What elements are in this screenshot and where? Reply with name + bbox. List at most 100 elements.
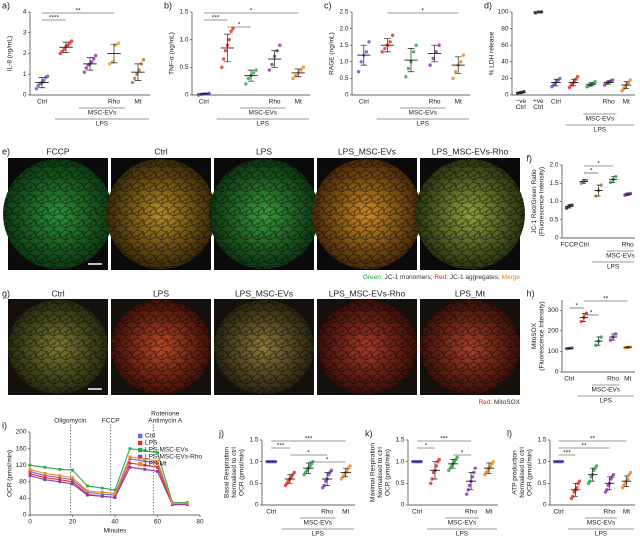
data-point [455,455,459,460]
group-label: LPS [594,127,607,134]
significance-label: *** [212,15,220,22]
y-axis-label: MitoSOX [531,322,538,349]
error-bar [588,82,594,87]
data-point [244,82,248,86]
y-tick-label: 1.0 [249,458,258,465]
y-tick-label: 1.5 [339,42,348,49]
error-bar [38,77,46,89]
y-tick-label: 1.5 [179,9,188,16]
significance-label: * [238,22,241,29]
x-tick-label: 20 [69,519,77,526]
group-label: MSC-EVs [304,520,333,527]
legend-label: LPS-MSC-EVs [145,447,189,454]
legend-label: Ctrl [145,433,156,440]
annotation-label: FCCP [102,418,120,425]
data-point [428,63,432,67]
y-tick-label: 80 [501,25,509,32]
data-point [254,68,258,72]
x-tick-label: Ctrl [266,509,277,516]
error-bar [625,192,630,196]
data-point [223,49,228,53]
series-marker [156,459,159,463]
series-marker [128,461,132,465]
y-tick-label: 60 [501,42,509,49]
series-line [29,458,188,506]
y-axis-label: OCR (pmol/min) [527,449,534,496]
caption-part: MitoSOX [492,399,520,406]
series-marker [28,467,32,471]
error-bar [224,33,231,63]
y-axis-label: Maximal Respiration [370,443,377,502]
y-tick-label: 1.0 [549,198,558,205]
data-point [473,466,477,470]
group-label: LPS [312,531,325,538]
data-point [133,76,137,81]
legend-label: LPS-MSC-EVs-Rho [145,454,202,461]
group-label: MSC-EVs [88,110,117,117]
data-point [82,70,87,74]
data-point [406,66,411,71]
data-point [116,41,121,45]
significance-label: * [307,450,310,457]
data-point [45,74,50,79]
image-label: LPS_MSC-EVs-Rho [432,146,509,156]
error-bar [200,92,208,95]
caption-part: Merge [502,274,521,281]
x-tick-label: FCCP [560,242,578,249]
data-point [594,464,599,468]
data-point [429,481,433,486]
data-point [411,50,416,54]
image-label: Ctrl [51,288,64,298]
data-point [359,60,363,64]
image-label: Ctrl [154,146,167,156]
panel-label: h) [527,288,535,298]
significance-label: *** [563,450,571,457]
group-label: MSC-EVs [606,253,635,260]
x-tick-label: Rho [622,242,634,249]
error-bar [454,56,462,74]
data-point [620,89,624,93]
y-tick-label: 0.5 [179,64,188,71]
image-caption: Red: MitoSOX [478,399,520,406]
data-point [141,58,146,62]
data-point [628,191,633,196]
legend-label: LPS [145,440,158,447]
error-bar [573,482,578,497]
data-point [34,87,39,91]
panel-label: k) [365,428,373,438]
y-tick-label: 1.5 [395,437,404,444]
tissue-texture [415,159,525,269]
x-tick-label: Rho [108,99,120,106]
tissue-texture [209,159,319,269]
x-tick-label: Mt [623,99,630,106]
legend-label: LPS-Mt [145,461,167,468]
error-bar [324,472,330,486]
series-marker [43,478,47,482]
error-bar [62,41,70,53]
series-marker [156,451,159,455]
significance-label: *** [305,436,313,443]
tissue-texture [214,300,314,394]
error-bar [518,91,524,94]
error-bar [360,44,368,66]
x-tick-label: Mt [455,99,462,106]
group-label: LPS [595,531,608,538]
significance-label: * [597,161,600,168]
group-label: LPS [607,264,620,271]
error-bar [486,462,492,474]
series-marker [100,494,104,498]
series-marker [113,496,117,499]
data-point [267,68,272,72]
series-marker [71,480,74,484]
y-axis-label: RAGE (ng/mL) [329,32,336,75]
y-tick-label: 0.5 [549,216,558,223]
y-axis-label: Normalised to ctrl [231,447,238,498]
x-tick-label: Ctrl [564,376,575,383]
data-point [605,488,609,492]
data-point [220,65,224,70]
error-bar [571,78,576,87]
significance-label: ** [603,296,609,303]
data-point [90,60,94,64]
data-point [62,47,66,52]
y-tick-label: 0 [401,502,405,509]
